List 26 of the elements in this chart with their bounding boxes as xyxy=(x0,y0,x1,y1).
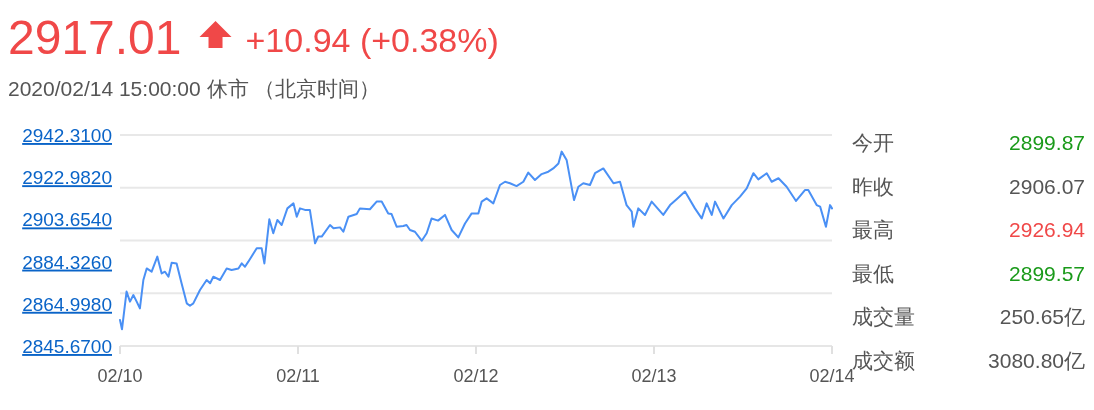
text: +10.94 (+0.38%) xyxy=(245,21,499,59)
x-tick-label: 02/12 xyxy=(453,366,499,386)
line-series xyxy=(119,150,833,331)
y-tick-label: 2845.6700 xyxy=(22,336,112,357)
category-label: 今开 xyxy=(852,131,894,154)
text: 250.65亿 xyxy=(999,305,1085,329)
x-tick-label: 02/10 xyxy=(97,366,143,386)
text: 2899.57 xyxy=(1009,261,1085,285)
chart-subtitle: 2020/02/14 15:00:00 休市 （北京时间） xyxy=(8,77,381,100)
x-tick-label: 02/13 xyxy=(631,366,677,386)
category-label: 成交额 xyxy=(852,349,915,372)
category-label: 最高 xyxy=(852,218,894,242)
text: 2899.87 xyxy=(1009,131,1085,154)
category-label: 成交量 xyxy=(852,305,915,329)
x-tick-label: 02/11 xyxy=(276,366,320,386)
text: 3080.80亿 xyxy=(988,349,1085,372)
chart-title: 2917.01 xyxy=(8,11,182,64)
y-tick-label: 2884.3260 xyxy=(22,251,112,273)
text: 2926.94 xyxy=(1009,218,1085,242)
y-tick-label: 2922.9820 xyxy=(22,167,112,189)
category-label: 最低 xyxy=(852,261,894,285)
y-tick-label: 2942.3100 xyxy=(22,125,112,146)
y-tick-label: 2864.9980 xyxy=(22,293,112,315)
y-tick-label: 2903.6540 xyxy=(22,209,112,231)
text: 2906.07 xyxy=(1009,174,1085,198)
category-label: 昨收 xyxy=(852,174,894,198)
